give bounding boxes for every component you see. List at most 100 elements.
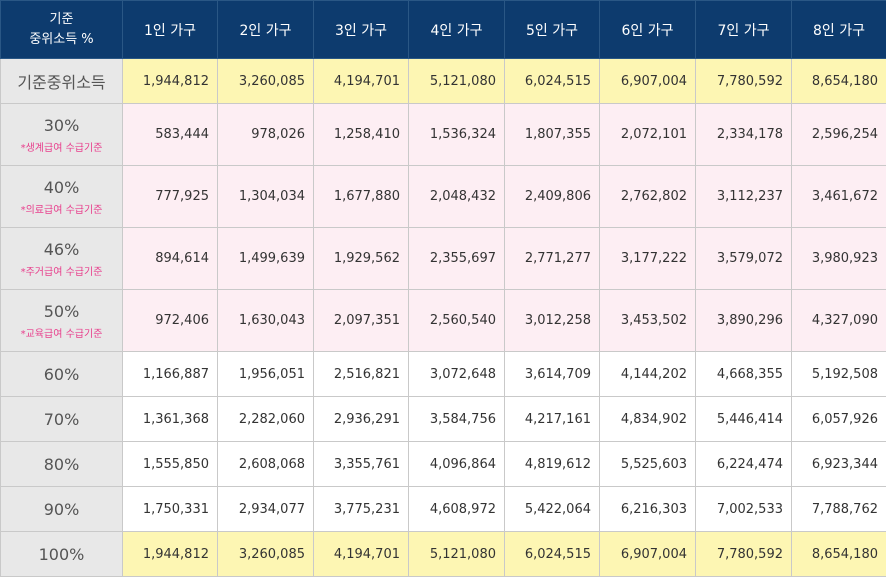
- row-sublabel: *의료급여 수급기준: [20, 204, 103, 216]
- row-label: 60%: [43, 364, 80, 384]
- value-cell: 1,677,880: [313, 165, 409, 228]
- table-row: 60% 1,166,887 1,956,051 2,516,821 3,072,648 3…: [0, 351, 886, 397]
- value-cell: 978,026: [217, 103, 314, 166]
- value-cell: 5,121,080: [408, 58, 505, 104]
- value-cell: 5,525,603: [599, 441, 696, 487]
- column-header: 6인 가구: [599, 0, 696, 59]
- row-label-cell: 30% *생계급여 수급기준: [0, 103, 123, 166]
- row-label-cell: 100%: [0, 531, 123, 577]
- value-cell: 2,355,697: [408, 227, 505, 290]
- value-cell: 3,012,258: [504, 289, 600, 352]
- value-cell: 3,890,296: [695, 289, 792, 352]
- value-cell: 583,444: [122, 103, 218, 166]
- value-cell: 3,614,709: [504, 351, 600, 397]
- value-cell: 2,097,351: [313, 289, 409, 352]
- row-label: 70%: [43, 409, 80, 429]
- value-cell: 3,177,222: [599, 227, 696, 290]
- column-header: 5인 가구: [504, 0, 600, 59]
- value-cell: 5,192,508: [791, 351, 886, 397]
- column-header: 7인 가구: [695, 0, 792, 59]
- corner-line2: 중위소득 %: [29, 31, 94, 47]
- value-cell: 777,925: [122, 165, 218, 228]
- row-label-cell: 40% *의료급여 수급기준: [0, 165, 123, 228]
- value-cell: 1,630,043: [217, 289, 314, 352]
- corner-header: 기준 중위소득 %: [0, 0, 123, 59]
- value-cell: 2,072,101: [599, 103, 696, 166]
- table-row: 90% 1,750,331 2,934,077 3,775,231 4,608,972 5…: [0, 486, 886, 532]
- row-label-cell: 50% *교육급여 수급기준: [0, 289, 123, 352]
- value-cell: 1,555,850: [122, 441, 218, 487]
- corner-line1: 기준: [49, 11, 74, 27]
- row-sublabel: *교육급여 수급기준: [20, 328, 103, 340]
- value-cell: 2,409,806: [504, 165, 600, 228]
- value-cell: 2,560,540: [408, 289, 505, 352]
- value-cell: 4,096,864: [408, 441, 505, 487]
- table-row: 30% *생계급여 수급기준 583,444 978,026 1,258,410 1,53…: [0, 103, 886, 166]
- value-cell: 6,057,926: [791, 396, 886, 442]
- value-cell: 5,121,080: [408, 531, 505, 577]
- value-cell: 2,771,277: [504, 227, 600, 290]
- value-cell: 7,002,533: [695, 486, 792, 532]
- table-row: 50% *교육급여 수급기준 972,406 1,630,043 2,097,351 2,…: [0, 289, 886, 352]
- value-cell: 3,980,923: [791, 227, 886, 290]
- value-cell: 1,750,331: [122, 486, 218, 532]
- value-cell: 5,446,414: [695, 396, 792, 442]
- value-cell: 4,608,972: [408, 486, 505, 532]
- value-cell: 1,944,812: [122, 531, 218, 577]
- value-cell: 4,194,701: [313, 531, 409, 577]
- value-cell: 6,216,303: [599, 486, 696, 532]
- value-cell: 2,934,077: [217, 486, 314, 532]
- value-cell: 6,907,004: [599, 58, 696, 104]
- table-row: 46% *주거급여 수급기준 894,614 1,499,639 1,929,562 2,…: [0, 227, 886, 290]
- value-cell: 3,579,072: [695, 227, 792, 290]
- value-cell: 894,614: [122, 227, 218, 290]
- value-cell: 1,944,812: [122, 58, 218, 104]
- row-label: 기준중위소득: [17, 73, 106, 92]
- row-label: 50%: [43, 301, 80, 321]
- value-cell: 1,536,324: [408, 103, 505, 166]
- table-body: 기준중위소득 1,944,812 3,260,085 4,194,701 5,121,0…: [0, 58, 886, 577]
- value-cell: 3,260,085: [217, 531, 314, 577]
- value-cell: 5,422,064: [504, 486, 600, 532]
- column-header: 1인 가구: [122, 0, 218, 59]
- row-label-cell: 기준중위소득: [0, 58, 123, 104]
- value-cell: 1,929,562: [313, 227, 409, 290]
- value-cell: 7,780,592: [695, 531, 792, 577]
- header-row: 기준 중위소득 % 1인 가구 2인 가구 3인 가구 4인 가구 5인 가구 …: [0, 0, 886, 59]
- value-cell: 2,762,802: [599, 165, 696, 228]
- row-label-cell: 80%: [0, 441, 123, 487]
- row-sublabel: *주거급여 수급기준: [20, 266, 103, 278]
- row-label-cell: 60%: [0, 351, 123, 397]
- value-cell: 6,024,515: [504, 531, 600, 577]
- value-cell: 3,775,231: [313, 486, 409, 532]
- value-cell: 1,166,887: [122, 351, 218, 397]
- value-cell: 2,334,178: [695, 103, 792, 166]
- value-cell: 4,144,202: [599, 351, 696, 397]
- value-cell: 1,361,368: [122, 396, 218, 442]
- value-cell: 2,596,254: [791, 103, 886, 166]
- row-label: 90%: [43, 499, 80, 519]
- value-cell: 8,654,180: [791, 58, 886, 104]
- value-cell: 3,461,672: [791, 165, 886, 228]
- value-cell: 1,807,355: [504, 103, 600, 166]
- value-cell: 4,194,701: [313, 58, 409, 104]
- row-label-cell: 46% *주거급여 수급기준: [0, 227, 123, 290]
- value-cell: 6,907,004: [599, 531, 696, 577]
- value-cell: 1,956,051: [217, 351, 314, 397]
- value-cell: 1,258,410: [313, 103, 409, 166]
- value-cell: 4,819,612: [504, 441, 600, 487]
- value-cell: 6,224,474: [695, 441, 792, 487]
- column-header: 2인 가구: [217, 0, 314, 59]
- value-cell: 4,327,090: [791, 289, 886, 352]
- value-cell: 7,788,762: [791, 486, 886, 532]
- row-label: 100%: [38, 544, 85, 564]
- table-row: 80% 1,555,850 2,608,068 3,355,761 4,096,864 4…: [0, 441, 886, 487]
- value-cell: 6,923,344: [791, 441, 886, 487]
- column-header: 3인 가구: [313, 0, 409, 59]
- value-cell: 3,112,237: [695, 165, 792, 228]
- value-cell: 1,499,639: [217, 227, 314, 290]
- row-label: 40%: [43, 177, 80, 197]
- value-cell: 8,654,180: [791, 531, 886, 577]
- row-label-cell: 90%: [0, 486, 123, 532]
